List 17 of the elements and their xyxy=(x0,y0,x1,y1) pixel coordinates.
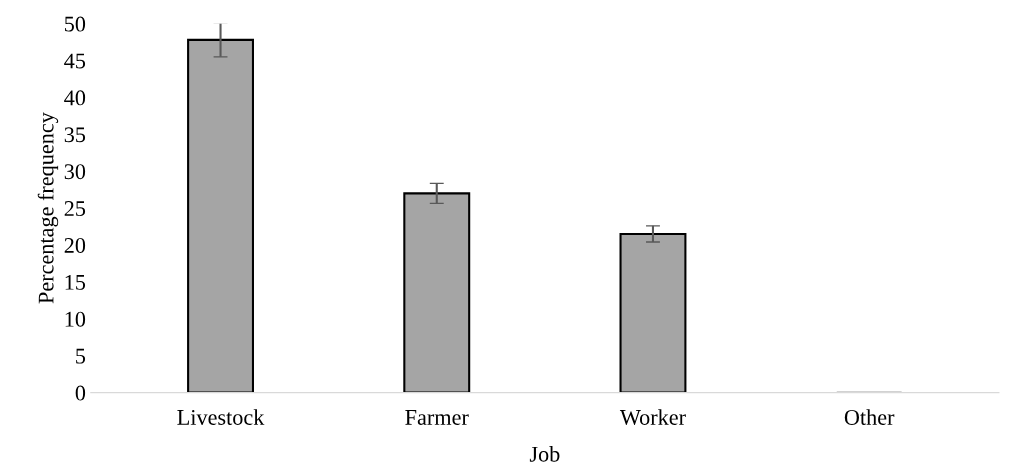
y-tick-label: 0 xyxy=(75,385,86,401)
y-tick-label: 10 xyxy=(65,311,86,327)
x-tick-label: Farmer xyxy=(405,410,469,425)
y-tick-label: 15 xyxy=(65,274,86,290)
y-tick-label: 45 xyxy=(64,53,86,69)
y-axis-title: Percentage frequency xyxy=(37,112,59,304)
y-tick-label: 20 xyxy=(64,237,86,253)
y-tick-label: 40 xyxy=(64,90,86,106)
x-tick-label: Livestock xyxy=(177,409,265,425)
y-tick-label: 50 xyxy=(65,16,86,32)
y-tick-label: 35 xyxy=(64,127,86,143)
y-tick-label: 30 xyxy=(64,164,86,180)
x-tick-label: Worker xyxy=(619,409,686,426)
y-tick-label: 5 xyxy=(76,348,86,364)
y-tick-label: 25 xyxy=(64,201,86,217)
x-tick-label: Other xyxy=(844,409,895,425)
x-axis-title: Job xyxy=(529,446,560,462)
